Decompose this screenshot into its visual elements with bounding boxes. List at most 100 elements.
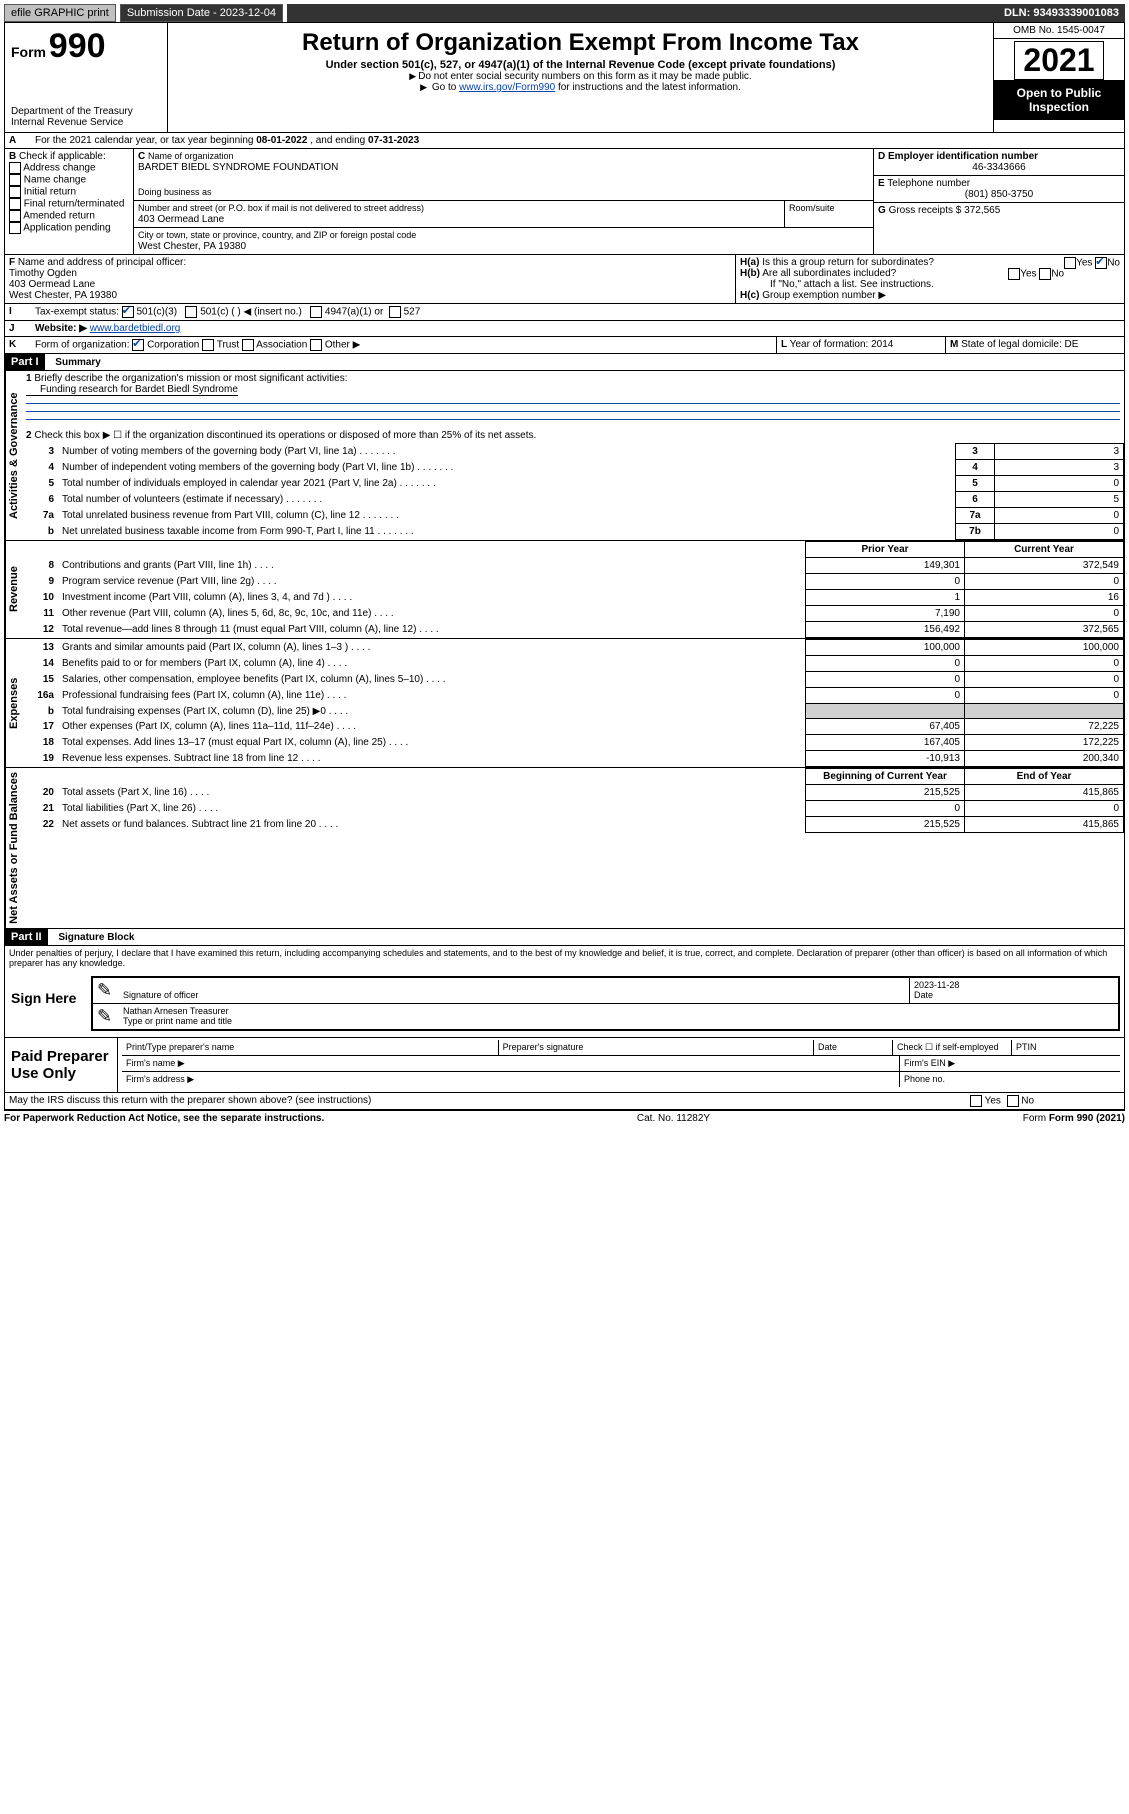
mission-label: Briefly describe the organization's miss… xyxy=(34,373,347,384)
table-row: 5 Total number of individuals employed i… xyxy=(22,476,1124,492)
opt-other: Other ▶ xyxy=(325,340,360,351)
prep-date-label: Date xyxy=(814,1040,893,1055)
chk-amended[interactable] xyxy=(9,210,21,222)
tax-exempt-label: Tax-exempt status: xyxy=(35,307,119,318)
table-row: 18 Total expenses. Add lines 13–17 (must… xyxy=(22,735,1124,751)
year-begin: 08-01-2022 xyxy=(256,135,307,146)
chk-name-change[interactable] xyxy=(9,174,21,186)
part1-title: Part I xyxy=(5,354,45,370)
c-name-label: Name of organization xyxy=(148,151,234,161)
line-j: J Website: ▶ www.bardetbiedl.org xyxy=(5,321,1124,337)
gross-value: 372,565 xyxy=(964,205,1000,216)
ag-table: 3 Number of voting members of the govern… xyxy=(22,443,1124,540)
opt-name-change: Name change xyxy=(24,175,86,186)
form-990: Form 990 Department of the Treasury Inte… xyxy=(4,22,1125,1111)
chk-address-change[interactable] xyxy=(9,162,21,174)
year-form-val: 2014 xyxy=(871,339,893,350)
b-label: Check if applicable: xyxy=(19,151,106,162)
efile-print-button[interactable]: efile GRAPHIC print xyxy=(4,4,116,22)
room-label: Room/suite xyxy=(789,203,835,213)
chk-final-return[interactable] xyxy=(9,198,21,210)
table-row: 20 Total assets (Part X, line 16) . . . … xyxy=(22,785,1124,801)
prep-sig-label: Preparer's signature xyxy=(499,1040,814,1055)
form-number: 990 xyxy=(49,27,106,65)
type-name-label: Type or print name and title xyxy=(123,1016,232,1026)
chk-ha-yes[interactable] xyxy=(1064,257,1076,269)
line-a-text-1: For the 2021 calendar year, or tax year … xyxy=(35,135,256,146)
opt-amended: Amended return xyxy=(23,211,95,222)
officer-name: Timothy Ogden xyxy=(9,268,77,279)
form-header: Form 990 Department of the Treasury Inte… xyxy=(5,23,1124,133)
sign-here-block: Sign Here ✎ Signature of officer 2023-11… xyxy=(5,970,1124,1037)
pra-notice: For Paperwork Reduction Act Notice, see … xyxy=(4,1113,324,1124)
prep-name-label: Print/Type preparer's name xyxy=(122,1040,499,1055)
chk-501c3[interactable] xyxy=(122,306,134,318)
sec-activities-governance: Activities & Governance 1 Briefly descri… xyxy=(5,371,1124,540)
firm-ein-label: Firm's EIN ▶ xyxy=(900,1056,1120,1071)
line-i: I Tax-exempt status: 501(c)(3) 501(c) ( … xyxy=(5,304,1124,321)
section-b: B Check if applicable: Address change Na… xyxy=(5,149,134,254)
org-name: BARDET BIEDL SYNDROME FOUNDATION xyxy=(138,162,338,173)
firm-phone-label: Phone no. xyxy=(900,1072,1120,1087)
mission-text: Funding research for Bardet Biedl Syndro… xyxy=(26,384,238,396)
sec-expenses: Expenses 13 Grants and similar amounts p… xyxy=(5,639,1124,768)
rev-table: Prior Year Current Year8 Contributions a… xyxy=(22,541,1124,638)
org-city: West Chester, PA 19380 xyxy=(138,241,246,252)
chk-501c[interactable] xyxy=(185,306,197,318)
tax-year: 2021 xyxy=(1014,41,1103,80)
officer-label: Name and address of principal officer: xyxy=(18,257,186,268)
chk-discuss-no[interactable] xyxy=(1007,1095,1019,1107)
exp-table: 13 Grants and similar amounts paid (Part… xyxy=(22,639,1124,767)
chk-initial-return[interactable] xyxy=(9,186,21,198)
part1-header: Part I Summary xyxy=(5,354,1124,371)
table-row: b Net unrelated business taxable income … xyxy=(22,524,1124,540)
form-title: Return of Organization Exempt From Incom… xyxy=(174,29,987,57)
chk-ha-no[interactable] xyxy=(1095,257,1107,269)
chk-corp[interactable] xyxy=(132,339,144,351)
website-link[interactable]: www.bardetbiedl.org xyxy=(90,323,181,334)
chk-discuss-yes[interactable] xyxy=(970,1095,982,1107)
form-org-label: Form of organization: xyxy=(35,340,130,351)
chk-assoc[interactable] xyxy=(242,339,254,351)
block-f-h: F Name and address of principal officer:… xyxy=(5,255,1124,304)
irs-link[interactable]: www.irs.gov/Form990 xyxy=(459,82,555,93)
table-row: 11 Other revenue (Part VIII, column (A),… xyxy=(22,606,1124,622)
part2-title: Part II xyxy=(5,929,48,945)
header-right: OMB No. 1545-0047 2021 Open to Public In… xyxy=(994,23,1124,132)
part1-subtitle: Summary xyxy=(47,357,101,368)
arrow-icon xyxy=(409,71,418,82)
opt-final-return: Final return/terminated xyxy=(24,199,125,210)
chk-hb-no[interactable] xyxy=(1039,268,1051,280)
firm-name-label: Firm's name ▶ xyxy=(122,1056,900,1071)
chk-527[interactable] xyxy=(389,306,401,318)
table-row: 22 Net assets or fund balances. Subtract… xyxy=(22,817,1124,833)
omb-number: OMB No. 1545-0047 xyxy=(994,23,1124,39)
table-row: 21 Total liabilities (Part X, line 26) .… xyxy=(22,801,1124,817)
cat-no: Cat. No. 11282Y xyxy=(637,1113,710,1124)
chk-4947[interactable] xyxy=(310,306,322,318)
chk-app-pending[interactable] xyxy=(9,222,21,234)
chk-other[interactable] xyxy=(310,339,322,351)
sec-net-assets: Net Assets or Fund Balances Beginning of… xyxy=(5,768,1124,929)
phone-value: (801) 850-3750 xyxy=(878,189,1120,200)
ein-value: 46-3343666 xyxy=(878,162,1120,173)
domicile-val: DE xyxy=(1065,339,1079,350)
paid-preparer-block: Paid Preparer Use Only Print/Type prepar… xyxy=(5,1037,1124,1093)
chk-trust[interactable] xyxy=(202,339,214,351)
opt-501c: 501(c) ( ) ◀ (insert no.) xyxy=(200,307,302,318)
sign-here-label: Sign Here xyxy=(5,970,87,1037)
line-a-text-2: , and ending xyxy=(310,135,368,146)
submission-date-label: Submission Date - 2023-12-04 xyxy=(120,4,283,22)
sig-date-label: Date xyxy=(914,990,933,1000)
table-row: 9 Program service revenue (Part VIII, li… xyxy=(22,574,1124,590)
opt-address-change: Address change xyxy=(23,163,95,174)
year-form-label: Year of formation: xyxy=(790,339,869,350)
opt-501c3: 501(c)(3) xyxy=(136,307,177,318)
table-row: 7a Total unrelated business revenue from… xyxy=(22,508,1124,524)
form-subtitle: Under section 501(c), 527, or 4947(a)(1)… xyxy=(174,59,987,71)
opt-app-pending: Application pending xyxy=(23,223,110,234)
form-ref: Form 990 (2021) xyxy=(1049,1113,1125,1124)
chk-hb-yes[interactable] xyxy=(1008,268,1020,280)
officer-addr2: West Chester, PA 19380 xyxy=(9,290,117,301)
year-end: 07-31-2023 xyxy=(368,135,419,146)
